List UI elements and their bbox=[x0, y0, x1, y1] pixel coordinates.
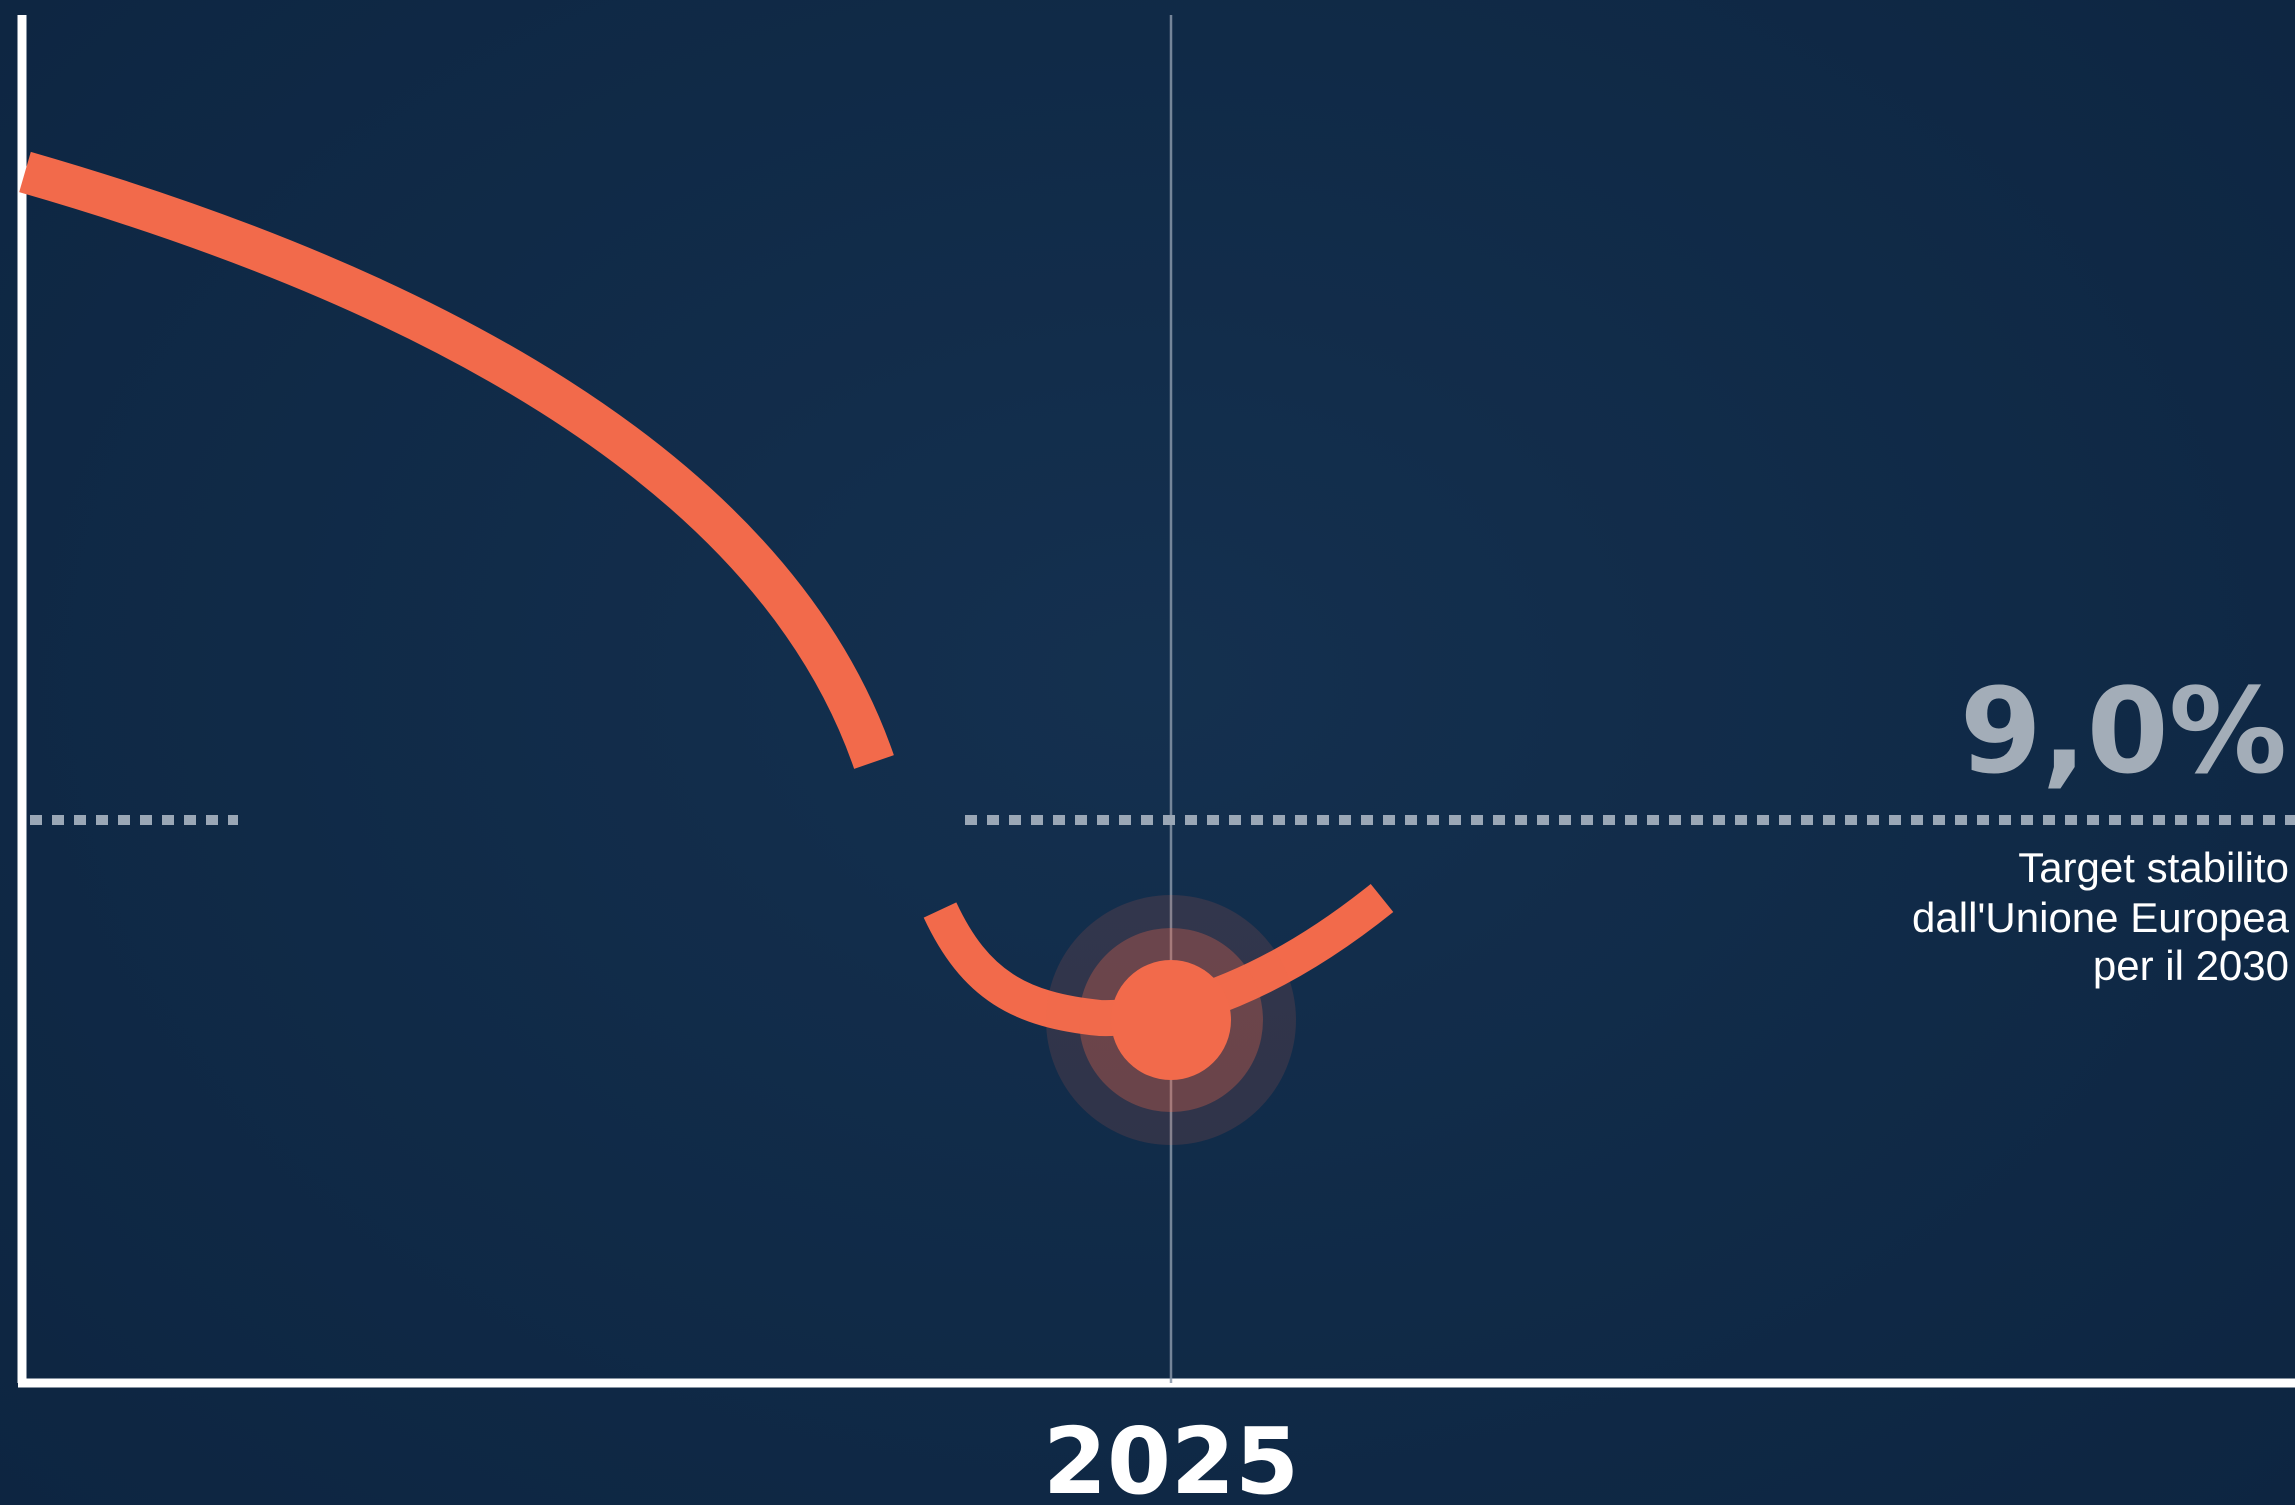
reference-caption-line-1: Target stabilito bbox=[2018, 844, 2289, 891]
reference-caption-line-2: dall'Unione Europea bbox=[1912, 894, 2290, 941]
reference-value: 9,0% bbox=[1960, 662, 2287, 800]
reference-caption-line-3: per il 2030 bbox=[2093, 942, 2289, 989]
x-tick-label-2025: 2025 bbox=[1043, 1408, 1299, 1505]
series-line-lower bbox=[923, 883, 1394, 1037]
highlight-point bbox=[1111, 960, 1231, 1080]
series-line-upper bbox=[19, 151, 894, 769]
